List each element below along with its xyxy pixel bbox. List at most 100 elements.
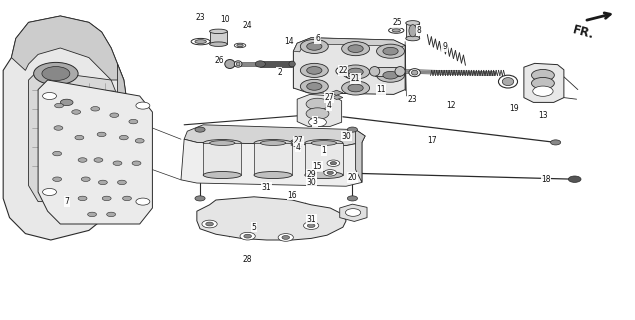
Circle shape xyxy=(55,97,78,108)
Circle shape xyxy=(43,92,57,100)
Polygon shape xyxy=(38,80,152,224)
Text: 12: 12 xyxy=(446,101,455,110)
Ellipse shape xyxy=(203,172,241,179)
Ellipse shape xyxy=(406,36,420,41)
Ellipse shape xyxy=(305,172,343,179)
Polygon shape xyxy=(181,139,362,186)
Ellipse shape xyxy=(289,61,295,67)
Ellipse shape xyxy=(338,69,345,74)
Circle shape xyxy=(113,161,122,165)
Text: 27: 27 xyxy=(293,136,304,145)
Circle shape xyxy=(531,69,554,81)
Text: 31: 31 xyxy=(262,183,272,192)
Circle shape xyxy=(244,234,251,238)
Text: 7: 7 xyxy=(64,197,69,206)
Circle shape xyxy=(348,45,363,52)
Circle shape xyxy=(107,212,116,217)
Text: 3: 3 xyxy=(312,117,318,126)
Text: 19: 19 xyxy=(509,104,519,113)
Ellipse shape xyxy=(195,40,206,44)
Circle shape xyxy=(327,160,340,166)
Circle shape xyxy=(240,232,255,240)
Polygon shape xyxy=(524,63,564,102)
Circle shape xyxy=(135,139,144,143)
Circle shape xyxy=(282,236,290,239)
Bar xyxy=(375,67,400,76)
Circle shape xyxy=(98,180,107,185)
Circle shape xyxy=(206,222,213,226)
Circle shape xyxy=(342,81,370,95)
Polygon shape xyxy=(340,204,367,221)
Ellipse shape xyxy=(502,78,514,86)
Polygon shape xyxy=(293,38,405,52)
Ellipse shape xyxy=(210,42,227,46)
Circle shape xyxy=(202,220,217,228)
Bar xyxy=(203,143,241,175)
Text: 4: 4 xyxy=(296,143,301,152)
Ellipse shape xyxy=(210,29,227,34)
Ellipse shape xyxy=(395,67,405,76)
Text: 21: 21 xyxy=(351,74,360,83)
Polygon shape xyxy=(197,197,346,240)
Ellipse shape xyxy=(409,69,420,77)
Circle shape xyxy=(55,103,64,108)
Circle shape xyxy=(129,119,138,124)
Text: 24: 24 xyxy=(243,21,253,30)
Circle shape xyxy=(97,132,106,137)
Ellipse shape xyxy=(348,73,354,77)
Circle shape xyxy=(110,113,119,117)
Circle shape xyxy=(42,67,70,81)
Polygon shape xyxy=(291,138,304,143)
Circle shape xyxy=(119,135,128,140)
Circle shape xyxy=(88,212,97,217)
Text: 23: 23 xyxy=(408,95,418,104)
Circle shape xyxy=(72,110,81,114)
Text: 10: 10 xyxy=(220,15,231,24)
Text: 2: 2 xyxy=(277,68,282,76)
Text: 6: 6 xyxy=(315,34,320,43)
Circle shape xyxy=(568,176,581,182)
Ellipse shape xyxy=(260,141,286,146)
Circle shape xyxy=(54,126,63,130)
Text: 26: 26 xyxy=(214,56,224,65)
Polygon shape xyxy=(356,130,365,182)
Polygon shape xyxy=(291,143,304,147)
Ellipse shape xyxy=(346,72,356,79)
Ellipse shape xyxy=(254,172,292,179)
Text: 13: 13 xyxy=(538,111,548,120)
Circle shape xyxy=(531,77,554,89)
Text: 30: 30 xyxy=(341,132,351,140)
Circle shape xyxy=(195,196,205,201)
Text: 23: 23 xyxy=(195,13,205,22)
Circle shape xyxy=(307,43,322,50)
Circle shape xyxy=(309,118,326,127)
Polygon shape xyxy=(184,125,365,146)
Ellipse shape xyxy=(203,140,241,147)
Polygon shape xyxy=(117,64,137,198)
Polygon shape xyxy=(331,95,343,100)
Text: 18: 18 xyxy=(542,175,551,184)
Circle shape xyxy=(300,79,328,93)
Circle shape xyxy=(81,177,90,181)
Circle shape xyxy=(307,83,322,90)
Circle shape xyxy=(347,196,358,201)
Polygon shape xyxy=(11,16,124,80)
Text: 16: 16 xyxy=(287,191,297,200)
Circle shape xyxy=(78,158,87,162)
Circle shape xyxy=(53,177,62,181)
Circle shape xyxy=(278,234,293,241)
Circle shape xyxy=(300,63,328,77)
Ellipse shape xyxy=(389,28,404,33)
Ellipse shape xyxy=(237,44,243,47)
Text: 30: 30 xyxy=(306,178,316,187)
Ellipse shape xyxy=(191,38,210,45)
Circle shape xyxy=(348,68,363,76)
Circle shape xyxy=(306,98,329,110)
Circle shape xyxy=(43,188,57,196)
Circle shape xyxy=(307,67,322,74)
Text: 29: 29 xyxy=(306,170,316,179)
Ellipse shape xyxy=(311,141,337,146)
Circle shape xyxy=(195,127,205,132)
Bar xyxy=(254,143,292,175)
Circle shape xyxy=(383,71,398,79)
